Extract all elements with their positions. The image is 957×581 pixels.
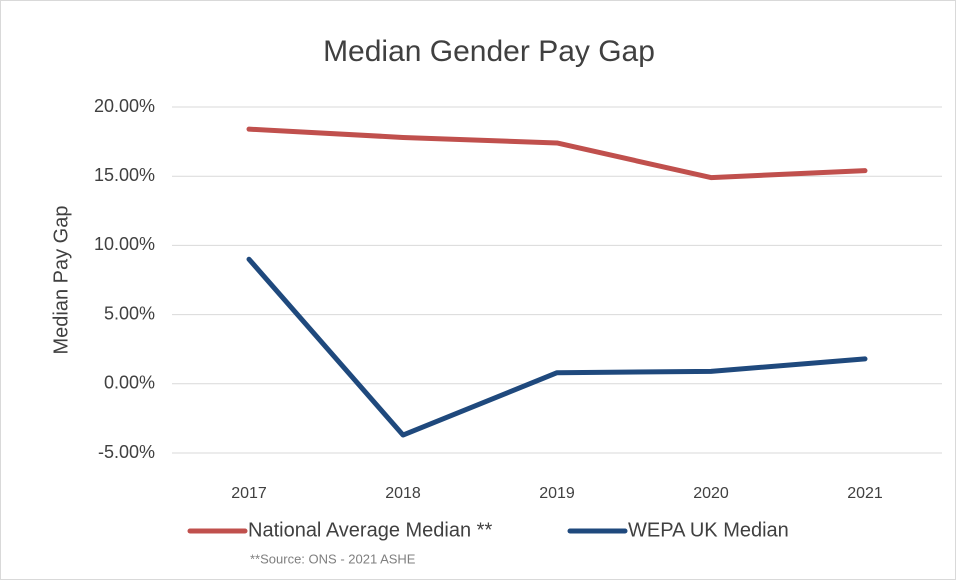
x-tick-label: 2019	[539, 485, 575, 502]
y-tick-label: 10.00%	[94, 234, 155, 254]
x-tick-label: 2018	[385, 485, 421, 502]
y-tick-label: 0.00%	[104, 373, 155, 393]
series-line	[246, 256, 868, 438]
chart-title: Median Gender Pay Gap	[323, 35, 655, 68]
y-tick-label: 20.00%	[94, 96, 155, 116]
y-tick-label: 5.00%	[104, 303, 155, 323]
series-line	[246, 126, 868, 181]
x-tick-label: 2020	[693, 485, 729, 502]
legend-label: WEPA UK Median	[628, 519, 789, 541]
legend-label: National Average Median **	[248, 519, 492, 541]
y-axis-label: Median Pay Gap	[50, 206, 72, 355]
y-tick-label: 15.00%	[94, 165, 155, 185]
x-tick-label: 2021	[847, 485, 883, 502]
y-tick-label: -5.00%	[98, 442, 155, 462]
x-tick-label: 2017	[231, 485, 267, 502]
annotation: **Source: ONS - 2021 ASHE	[250, 551, 416, 566]
